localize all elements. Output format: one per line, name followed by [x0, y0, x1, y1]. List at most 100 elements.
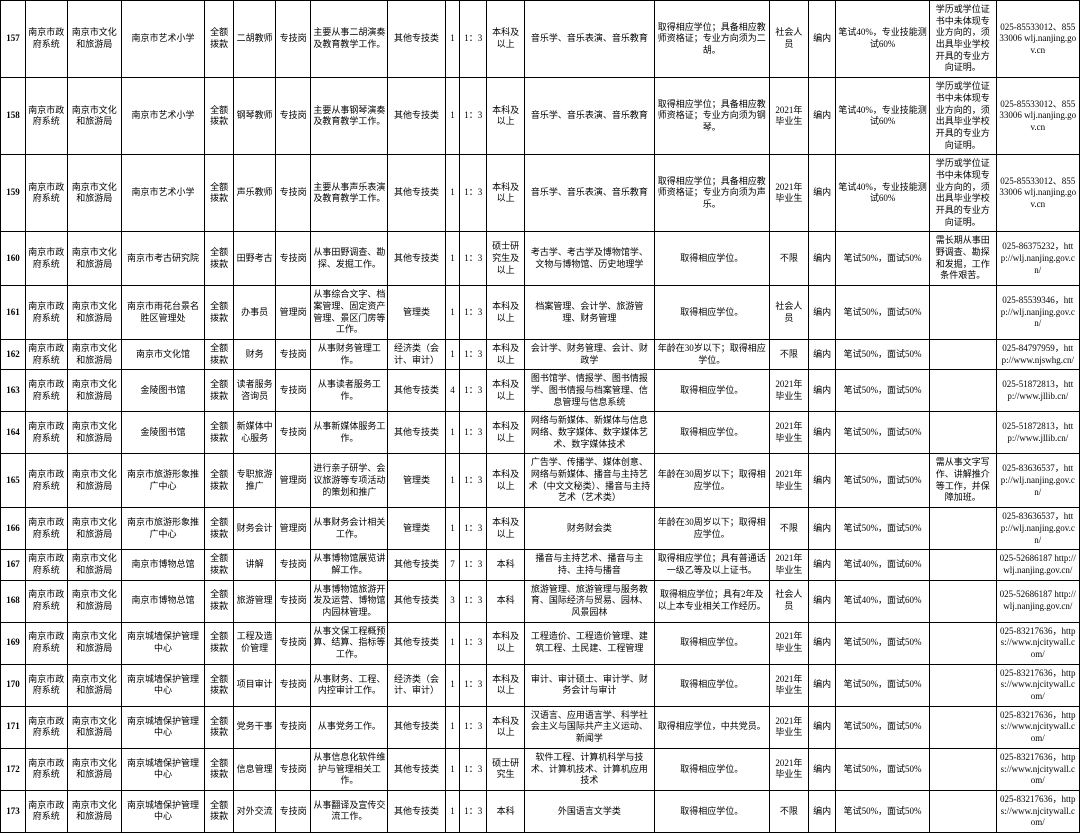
cell-ptype: 管理岗	[275, 454, 310, 508]
cell-exam: 笔试50%，面试50%	[836, 508, 930, 550]
cell-ratio: 1：3	[460, 454, 487, 508]
cell-num: 7	[445, 550, 460, 580]
cell-req: 取得相应学位。	[655, 748, 770, 790]
cell-sys: 南京市政府系统	[25, 1, 67, 78]
cell-id: 171	[1, 706, 26, 748]
cell-ptype: 专技岗	[275, 622, 310, 664]
cell-cat: 其他专技类	[388, 232, 445, 286]
cell-ptype: 专技岗	[275, 412, 310, 454]
cell-target: 不限	[769, 790, 809, 832]
cell-major: 工程造价、工程造价管理、建筑工程、土民建、工程管理	[524, 622, 654, 664]
cell-fund: 全额拨款	[205, 622, 234, 664]
cell-req: 年龄在30周岁以下；取得相应学位。	[655, 508, 770, 550]
cell-ptype: 管理岗	[275, 508, 310, 550]
cell-note	[929, 550, 996, 580]
cell-ratio: 1：3	[460, 232, 487, 286]
cell-cat: 其他专技类	[388, 790, 445, 832]
cell-dept: 南京市文化和旅游局	[67, 286, 121, 340]
cell-duty: 从事博物馆旅游开发及运营、博物馆内园林管理。	[311, 580, 388, 622]
cell-ratio: 1：3	[460, 748, 487, 790]
cell-contact: 025-86375232，http://wlj.nanjing.gov.cn/	[996, 232, 1079, 286]
cell-major: 软件工程、计算机科学与技术、计算机技术、计算机应用技术	[524, 748, 654, 790]
cell-ptype: 专技岗	[275, 790, 310, 832]
cell-duty: 从事信息化软件维护与管理相关工作。	[311, 748, 388, 790]
cell-unit: 南京市旅游形象推广中心	[121, 454, 204, 508]
cell-exam: 笔试50%，面试50%	[836, 664, 930, 706]
cell-note	[929, 790, 996, 832]
cell-ratio: 1：3	[460, 622, 487, 664]
cell-post: 信息管理	[234, 748, 276, 790]
table-row: 169南京市政府系统南京市文化和旅游局南京城墙保护管理中心全额拨款工程及造价管理…	[1, 622, 1080, 664]
cell-id: 158	[1, 78, 26, 155]
cell-id: 160	[1, 232, 26, 286]
cell-ptype: 管理岗	[275, 286, 310, 340]
cell-dept: 南京市文化和旅游局	[67, 664, 121, 706]
cell-contact: 025-85539346，http://wlj.nanjing.gov.cn/	[996, 286, 1079, 340]
cell-major: 网络与新媒体、新媒体与信息网络、数字媒体、数字媒体艺术、数字媒体技术	[524, 412, 654, 454]
cell-sys: 南京市政府系统	[25, 748, 67, 790]
cell-dept: 南京市文化和旅游局	[67, 748, 121, 790]
cell-dept: 南京市文化和旅游局	[67, 580, 121, 622]
cell-dept: 南京市文化和旅游局	[67, 155, 121, 232]
cell-exam: 笔试50%，面试50%	[836, 706, 930, 748]
cell-dept: 南京市文化和旅游局	[67, 412, 121, 454]
cell-contact: 025-51872813，http://www.jllib.cn/	[996, 412, 1079, 454]
cell-target: 2021年毕业生	[769, 622, 809, 664]
cell-id: 162	[1, 339, 26, 369]
cell-edu: 本科及以上	[487, 78, 524, 155]
cell-ratio: 1：3	[460, 550, 487, 580]
cell-ptype: 专技岗	[275, 232, 310, 286]
cell-edu: 本科及以上	[487, 1, 524, 78]
cell-cat: 其他专技类	[388, 412, 445, 454]
cell-num: 1	[445, 454, 460, 508]
cell-dept: 南京市文化和旅游局	[67, 550, 121, 580]
cell-edu: 本科	[487, 580, 524, 622]
cell-sys: 南京市政府系统	[25, 580, 67, 622]
cell-dept: 南京市文化和旅游局	[67, 370, 121, 412]
cell-post: 对外交流	[234, 790, 276, 832]
cell-duty: 从事党务工作。	[311, 706, 388, 748]
cell-ratio: 1：3	[460, 155, 487, 232]
cell-cat: 其他专技类	[388, 155, 445, 232]
table-row: 158南京市政府系统南京市文化和旅游局南京市艺术小学全额拨款钢琴教师专技岗主要从…	[1, 78, 1080, 155]
cell-contact: 025-85533012、85533006 wlj.nanjing.gov.cn	[996, 78, 1079, 155]
cell-id: 159	[1, 155, 26, 232]
cell-post: 声乐教师	[234, 155, 276, 232]
cell-estab: 编内	[809, 454, 836, 508]
cell-sys: 南京市政府系统	[25, 412, 67, 454]
cell-sys: 南京市政府系统	[25, 454, 67, 508]
cell-major: 汉语言、应用语言学、科学社会主义与国际共产主义运动、新闻学	[524, 706, 654, 748]
cell-req: 取得相应学位。	[655, 412, 770, 454]
cell-exam: 笔试50%，面试50%	[836, 412, 930, 454]
cell-unit: 南京市旅游形象推广中心	[121, 508, 204, 550]
cell-req: 取得相应学位。	[655, 286, 770, 340]
cell-fund: 全额拨款	[205, 580, 234, 622]
cell-target: 2021年毕业生	[769, 706, 809, 748]
cell-cat: 经济类（会计、审计）	[388, 339, 445, 369]
cell-exam: 笔试50%，面试50%	[836, 232, 930, 286]
cell-target: 社会人员	[769, 1, 809, 78]
cell-exam: 笔试50%，面试50%	[836, 339, 930, 369]
table-row: 166南京市政府系统南京市文化和旅游局南京市旅游形象推广中心全额拨款财务会计管理…	[1, 508, 1080, 550]
cell-ptype: 专技岗	[275, 580, 310, 622]
cell-note: 学历或学位证书中未体现专业方向的，须出具毕业学校开具的专业方向证明。	[929, 78, 996, 155]
table-row: 160南京市政府系统南京市文化和旅游局南京市考古研究院全额拨款田野考古专技岗从事…	[1, 232, 1080, 286]
cell-unit: 南京市文化馆	[121, 339, 204, 369]
cell-major: 财务财会类	[524, 508, 654, 550]
cell-major: 音乐学、音乐表演、音乐教育	[524, 1, 654, 78]
cell-estab: 编内	[809, 706, 836, 748]
cell-num: 1	[445, 155, 460, 232]
cell-dept: 南京市文化和旅游局	[67, 790, 121, 832]
cell-dept: 南京市文化和旅游局	[67, 454, 121, 508]
cell-estab: 编内	[809, 412, 836, 454]
cell-duty: 从事文保工程概预算、结算、指标等工作。	[311, 622, 388, 664]
cell-note	[929, 286, 996, 340]
cell-note	[929, 508, 996, 550]
cell-edu: 本科及以上	[487, 412, 524, 454]
cell-unit: 南京市艺术小学	[121, 1, 204, 78]
cell-duty: 主要从事钢琴演奏及教育教学工作。	[311, 78, 388, 155]
cell-edu: 本科	[487, 790, 524, 832]
cell-note: 学历或学位证书中未体现专业方向的，须出具毕业学校开具的专业方向证明。	[929, 155, 996, 232]
cell-sys: 南京市政府系统	[25, 232, 67, 286]
cell-num: 1	[445, 232, 460, 286]
